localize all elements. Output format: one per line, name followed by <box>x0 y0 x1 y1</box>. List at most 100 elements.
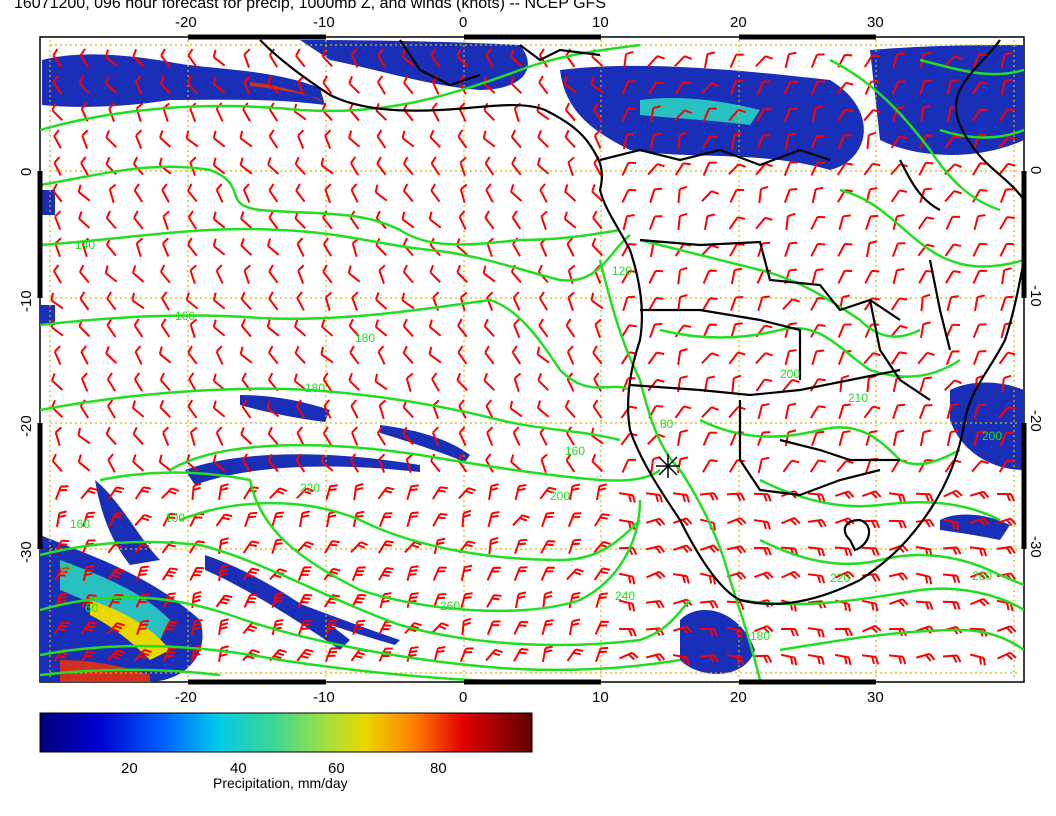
wind-barb <box>863 109 881 122</box>
wind-barb <box>563 211 577 229</box>
wind-barb <box>295 183 306 203</box>
wind-barb <box>212 130 226 148</box>
wind-barb <box>972 323 987 338</box>
wind-barb <box>52 75 63 95</box>
wind-barb <box>350 48 359 68</box>
wind-barb <box>483 372 495 391</box>
wind-barb <box>753 492 772 502</box>
wind-barb <box>755 162 773 176</box>
wind-barb <box>563 76 577 94</box>
wind-barb <box>541 645 554 663</box>
wind-barb <box>998 108 1016 122</box>
wind-barb <box>405 453 414 474</box>
wind-barb <box>187 183 198 203</box>
wind-barb <box>79 48 90 68</box>
wind-barb <box>538 75 549 95</box>
contour-label: 100 <box>165 511 185 525</box>
wind-barb <box>647 163 665 176</box>
wind-barb <box>622 214 635 231</box>
wind-barb <box>864 269 880 284</box>
wind-barb <box>537 129 549 148</box>
wind-barb <box>242 540 260 554</box>
wind-barb <box>456 48 468 67</box>
wind-barb <box>432 486 448 500</box>
wind-barb <box>460 564 473 582</box>
wind-barb <box>892 267 905 285</box>
wind-barb <box>108 593 124 608</box>
wind-barb <box>350 541 369 554</box>
wind-barb <box>351 291 359 311</box>
wind-barb <box>1001 267 1012 285</box>
wind-barb <box>159 130 172 148</box>
wind-barb <box>810 242 826 257</box>
wind-barb <box>430 48 441 68</box>
wind-barb <box>920 104 931 123</box>
wind-barb <box>834 627 854 637</box>
wind-barb <box>702 161 717 176</box>
wind-barb <box>320 454 334 472</box>
wind-barb <box>135 129 143 149</box>
wind-barb <box>699 572 716 585</box>
wind-barb <box>590 76 604 94</box>
wind-barb <box>485 399 494 419</box>
wind-barb <box>513 566 528 581</box>
wind-barb <box>594 513 610 527</box>
wind-barb <box>566 237 575 257</box>
wind-barb <box>159 264 171 284</box>
wind-barb <box>459 647 474 662</box>
wind-barb <box>324 540 340 554</box>
wind-barb <box>136 619 150 635</box>
wind-barb <box>514 483 527 501</box>
contour-label: 60 <box>85 601 99 615</box>
wind-barb <box>944 55 963 67</box>
wind-barb <box>55 510 68 528</box>
wind-barb <box>620 324 637 338</box>
wind-barb <box>77 184 91 202</box>
wind-barb <box>888 654 907 665</box>
wind-barb <box>187 237 198 257</box>
wind-barb <box>187 345 198 365</box>
wind-barb <box>672 654 690 665</box>
wind-barb <box>457 318 468 338</box>
wind-barb <box>53 264 62 284</box>
wind-barb <box>918 458 934 473</box>
wind-barb <box>191 590 202 609</box>
wind-barb <box>349 345 360 365</box>
wind-barb <box>728 163 747 176</box>
wind-barb <box>538 318 549 338</box>
wind-barb <box>241 399 252 419</box>
wind-barb <box>212 319 226 337</box>
wind-barb <box>108 512 123 527</box>
wind-barb <box>348 372 360 391</box>
wind-barb <box>650 105 661 123</box>
wind-barb <box>996 517 1017 527</box>
wind-barb <box>996 492 1015 502</box>
wind-barb <box>999 431 1014 446</box>
wind-barb <box>297 264 305 284</box>
wind-barb <box>401 130 415 148</box>
wind-barb <box>973 214 986 231</box>
wind-barb <box>837 242 853 257</box>
contour-label: 80 <box>60 561 74 575</box>
wind-barb <box>162 647 177 662</box>
wind-barb <box>862 624 882 634</box>
wind-barb <box>401 49 415 67</box>
wind-barb <box>215 513 233 527</box>
wind-barb <box>511 345 522 365</box>
wind-barb <box>267 453 279 473</box>
wind-barb <box>212 211 226 229</box>
wind-barb <box>649 132 662 150</box>
wind-barb <box>945 270 961 284</box>
wind-barb <box>702 269 717 284</box>
wind-barb <box>243 48 251 68</box>
wind-barb <box>973 430 986 447</box>
lon-tick: 20 <box>730 689 747 706</box>
wind-barb <box>619 651 639 661</box>
wind-barb <box>239 130 253 148</box>
wind-barb <box>971 108 989 122</box>
wind-barb <box>376 156 387 176</box>
wind-barb <box>162 210 170 230</box>
wind-barb <box>677 429 688 447</box>
wind-barb <box>699 654 719 663</box>
